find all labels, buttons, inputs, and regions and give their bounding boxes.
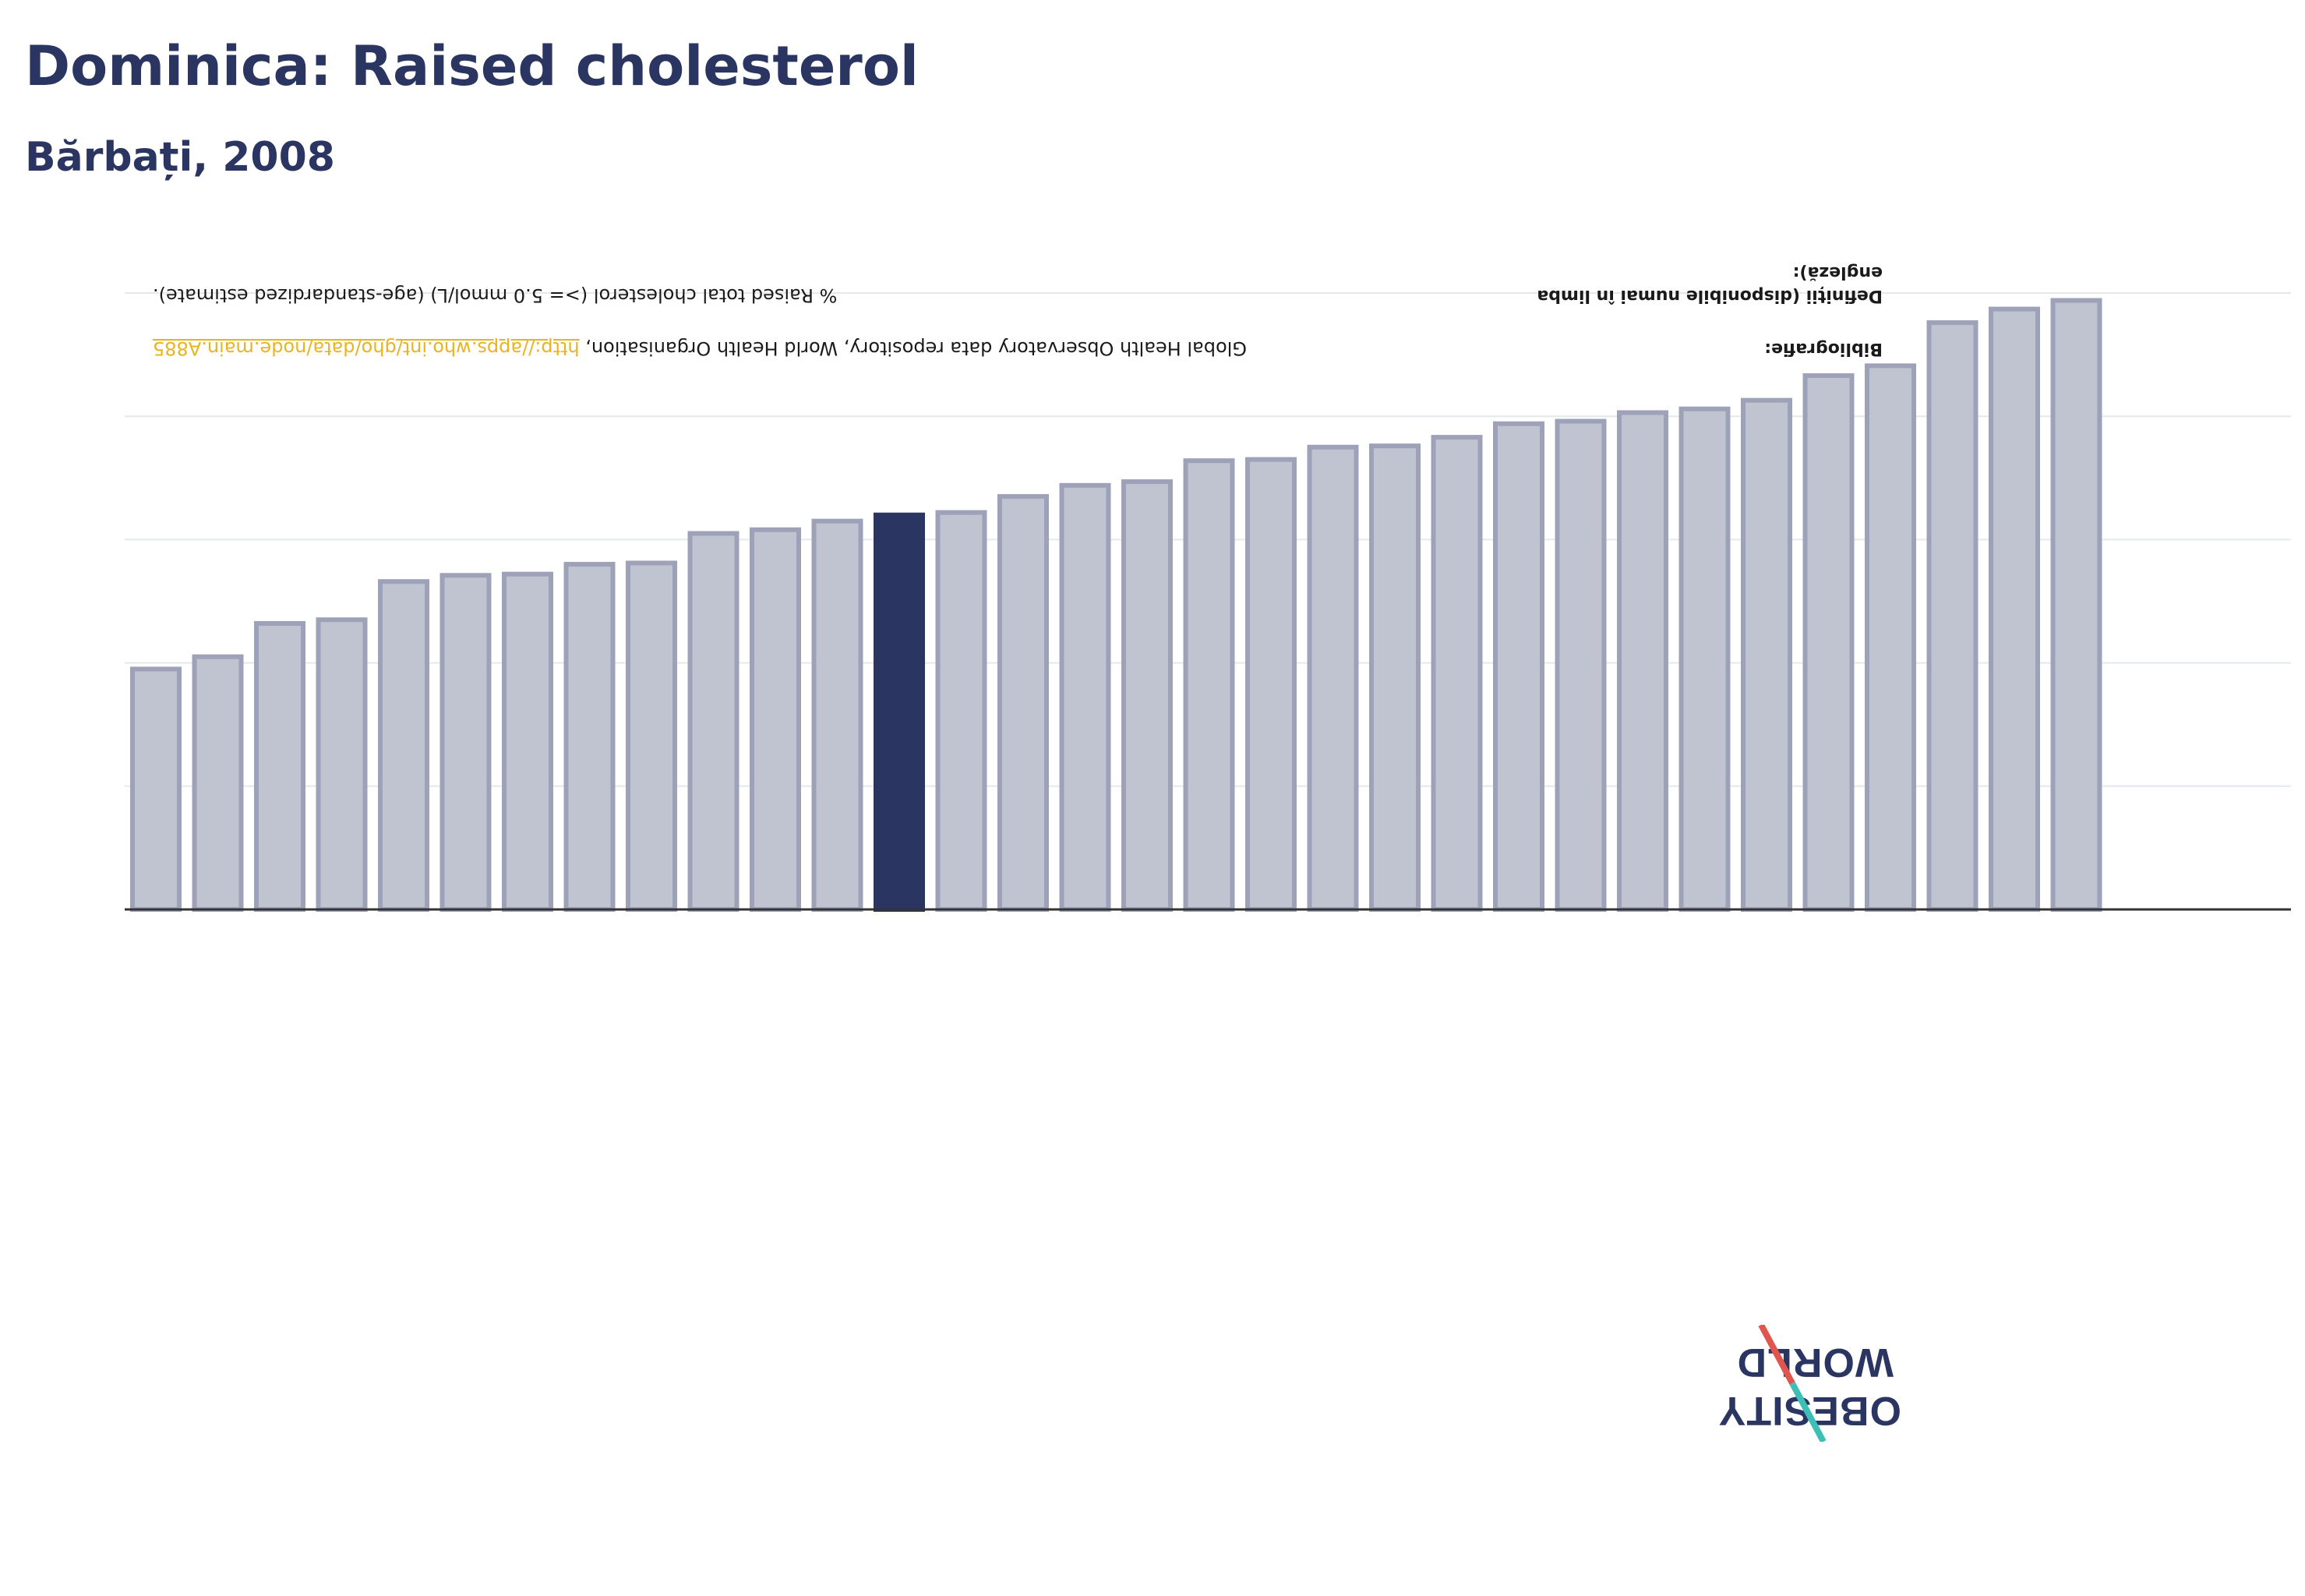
bar[interactable] [935,510,987,912]
definitions-label: Definiții (disponibile numai în limba en… [1537,263,1883,305]
bibliography-text: Global Health Observatory data repositor… [579,337,1247,359]
notes-panel: Bibliografie: Global Health Observatory … [145,248,1890,374]
bar[interactable] [502,571,553,912]
bar[interactable] [1493,421,1544,912]
bar[interactable] [1183,458,1235,912]
bar[interactable] [750,527,801,913]
bar[interactable] [1307,444,1359,912]
bar[interactable] [1059,482,1111,912]
bar[interactable] [130,666,182,912]
bibliography-link[interactable]: http://apps.who.int/gho/data/node.main.A… [153,337,580,359]
bar[interactable] [811,518,863,912]
page-title: Dominica: Raised cholesterol [25,34,919,98]
bar[interactable] [1431,435,1483,912]
bar[interactable] [192,654,244,912]
bar[interactable] [1989,306,2040,913]
bar[interactable] [378,579,429,912]
bar[interactable] [1865,363,1916,912]
bar[interactable] [687,531,740,912]
bar[interactable] [1741,397,1792,912]
bar[interactable] [254,620,305,912]
logo-slash-icon [1758,1325,1827,1442]
bibliography-label: Bibliografie: [1764,339,1883,358]
bars [130,298,2102,913]
bar[interactable] [1555,418,1607,912]
bar[interactable] [1121,479,1173,912]
bar[interactable] [1802,373,1855,912]
bar[interactable] [1617,410,1668,912]
bar[interactable] [1369,443,1421,912]
bar[interactable] [626,560,677,912]
bar[interactable] [439,573,492,912]
page-subtitle: Bărbați, 2008 [25,134,335,181]
bar[interactable] [1245,457,1297,912]
bar-highlighted[interactable] [874,512,925,912]
bar[interactable] [997,494,1049,912]
definitions-value: % Raised total cholesterol (>= 5.0 mmol/… [153,284,838,306]
world-obesity-logo: OBESITY WORLD [1699,1325,1901,1442]
bar[interactable] [2050,298,2102,912]
bar[interactable] [316,617,368,912]
bar[interactable] [1678,406,1731,912]
bar[interactable] [1926,320,1978,912]
bibliography-value: Global Health Observatory data repositor… [153,337,1247,360]
bar[interactable] [563,562,616,912]
